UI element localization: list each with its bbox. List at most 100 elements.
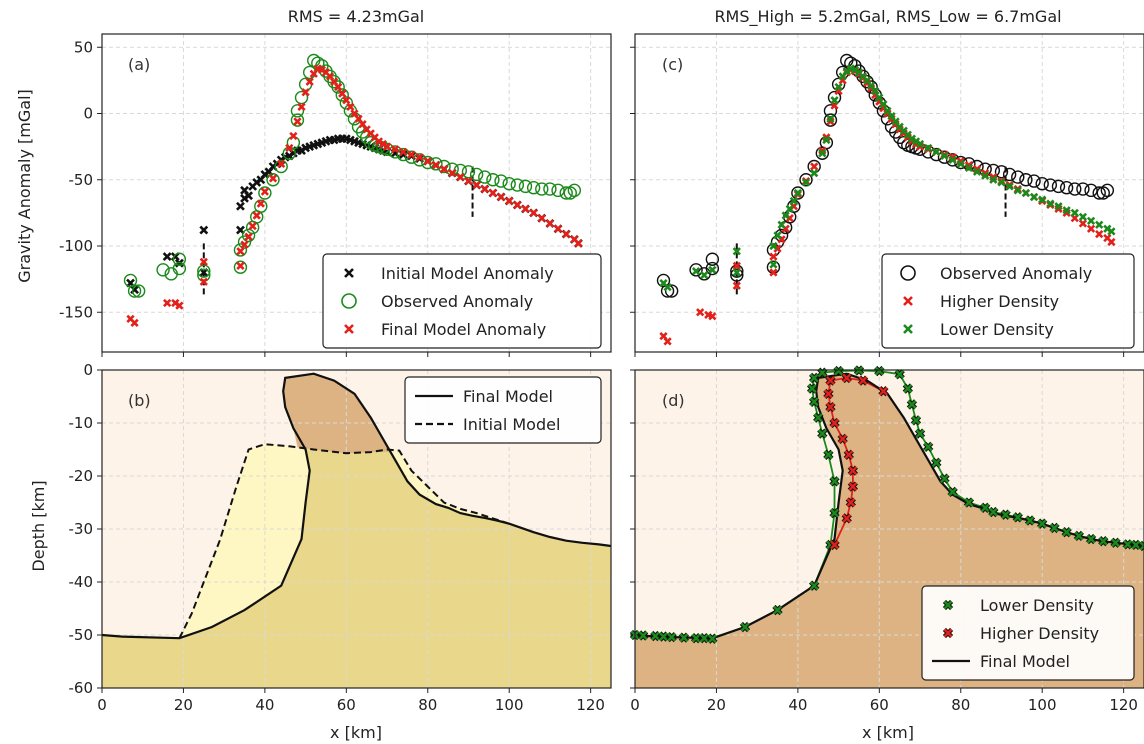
x-stroke [1070, 208, 1079, 217]
lower-density-point [1122, 539, 1133, 550]
observed-point [559, 186, 573, 200]
final-model-point [301, 88, 310, 97]
x-stroke [171, 298, 180, 308]
x-stroke [1078, 219, 1088, 228]
x-stroke [842, 373, 852, 383]
x-stroke [708, 265, 717, 274]
x-axis-label-right: x [km] [862, 723, 914, 742]
observed-point [233, 260, 248, 274]
x-stroke [911, 137, 921, 146]
observed-point [388, 145, 402, 159]
lower-density-point [1061, 527, 1072, 538]
observed-point [1002, 167, 1017, 182]
lower-density-point [1000, 509, 1011, 520]
x-stroke [948, 155, 957, 164]
x-stroke [867, 81, 876, 90]
x-stroke [773, 605, 782, 615]
x-stroke [256, 199, 265, 208]
x-stroke [809, 581, 819, 591]
x-stroke [769, 268, 778, 277]
lower-density-point [894, 369, 905, 380]
y-tick-label: 0 [83, 105, 93, 123]
x-stroke [236, 261, 245, 270]
x-stroke [638, 631, 648, 640]
x-stroke [842, 513, 852, 523]
y-tick-label: -20 [69, 467, 94, 485]
x-stroke [268, 174, 278, 183]
x-stroke [529, 208, 538, 217]
lower-density-point [1130, 539, 1142, 551]
x-stroke [293, 117, 302, 126]
x-stroke [1103, 233, 1112, 243]
final-model-point [334, 82, 343, 92]
x-stroke [344, 324, 354, 334]
lower-density-point [981, 171, 990, 180]
x-stroke [810, 169, 819, 178]
x-stroke [700, 271, 709, 280]
x-stroke [895, 122, 904, 131]
x-stroke [162, 252, 172, 262]
observed-point [445, 162, 459, 176]
higher-density-point [837, 433, 848, 445]
x-stroke [423, 157, 432, 166]
x-stroke [374, 137, 384, 146]
lower-density-point [650, 630, 661, 642]
final-body-head-region [283, 373, 392, 454]
lower-density-point [923, 441, 934, 453]
lower-density-point [739, 621, 751, 633]
x-stroke [809, 373, 819, 383]
x-stroke [1029, 192, 1039, 202]
lower-density-point [997, 178, 1006, 187]
x-stroke [1086, 534, 1096, 544]
x-stroke [1107, 237, 1116, 247]
x-stroke [1062, 527, 1072, 537]
x-stroke [807, 384, 817, 393]
legend-label: Final Model [980, 652, 1070, 671]
x-stroke [659, 278, 668, 288]
lower-density-point [915, 139, 925, 149]
lower-density-point [940, 151, 949, 161]
lower-density-point [875, 93, 884, 102]
lower-density-point [980, 502, 991, 513]
x-stroke [344, 268, 354, 278]
observed-point [799, 173, 813, 187]
lower-density-point [700, 271, 709, 280]
x-stroke [848, 482, 858, 492]
observed-point [986, 163, 1001, 178]
observed-point [823, 113, 838, 127]
legend-marker [344, 324, 354, 334]
observed-point [254, 199, 268, 213]
x-stroke [903, 384, 913, 393]
x-stroke [785, 204, 794, 214]
observed-point [237, 235, 252, 249]
x-stroke [879, 100, 888, 109]
x-stroke [887, 112, 896, 121]
x-stroke [248, 222, 257, 231]
x-stroke [285, 143, 294, 153]
x-stroke [846, 498, 856, 507]
panel-tag-c: (c) [662, 55, 683, 74]
final-model-point [248, 222, 257, 231]
x-stroke [679, 633, 689, 643]
final-model-line [101, 372, 612, 640]
x-stroke [830, 540, 839, 550]
final-model-point [431, 161, 441, 170]
x-stroke [505, 196, 514, 206]
lower-density-point [879, 100, 888, 109]
x-stroke [1062, 206, 1071, 215]
lower-density-point [956, 159, 965, 168]
x-stroke [659, 331, 668, 341]
x-stroke [537, 214, 546, 223]
x-stroke [1005, 182, 1014, 191]
x-stroke [362, 125, 371, 134]
x-stroke [823, 389, 833, 399]
x-stroke [1038, 195, 1047, 204]
final-model-point [236, 261, 245, 270]
observed-point [233, 243, 248, 257]
y-tick-label: -40 [69, 573, 94, 591]
observed-point [994, 165, 1009, 179]
x-stroke [439, 165, 449, 174]
observed-point [535, 182, 549, 196]
higher-density-point [829, 417, 840, 429]
x-stroke [1086, 224, 1096, 233]
